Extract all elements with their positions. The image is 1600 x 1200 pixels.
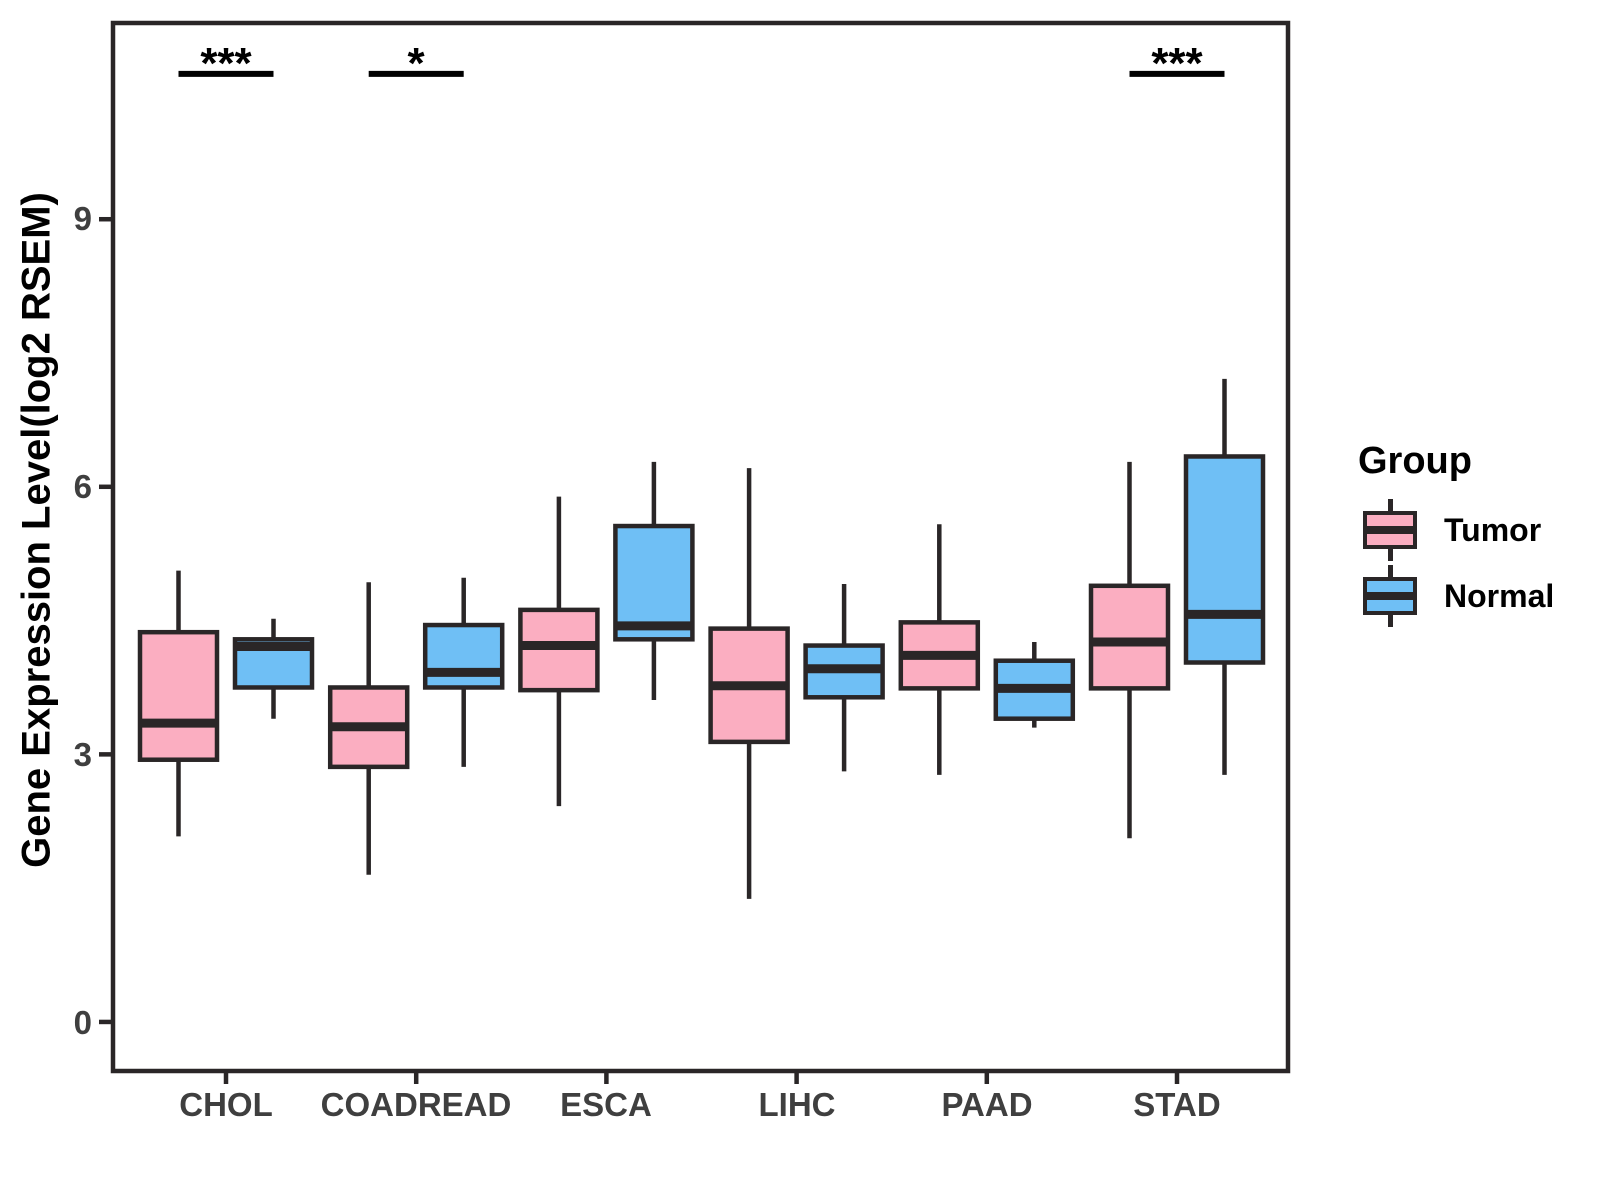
x-axis-label-coadread: COADREAD — [320, 1086, 512, 1123]
x-axis-label-esca: ESCA — [560, 1086, 652, 1123]
x-axis-label-chol: CHOL — [179, 1086, 273, 1123]
y-tick-label-0: 0 — [73, 1004, 92, 1041]
legend-label-normal: Normal — [1444, 577, 1555, 614]
significance-stars-stad: *** — [1151, 39, 1203, 88]
legend-label-tumor: Tumor — [1444, 511, 1542, 548]
legend-item-tumor: Tumor — [1326, 497, 1596, 563]
box-chol-tumor — [137, 629, 220, 762]
significance-stars-coadread: * — [407, 39, 425, 88]
box-coadread-normal — [422, 622, 505, 690]
x-axis-label-stad: STAD — [1133, 1086, 1221, 1123]
key-median — [1363, 526, 1417, 534]
box-stad-normal — [1183, 454, 1266, 665]
legend: Group Tumor Normal — [1326, 440, 1596, 629]
significance-stars-chol: *** — [200, 39, 252, 88]
key-median — [1363, 592, 1417, 600]
legend-title: Group — [1358, 440, 1472, 482]
box-stad-tumor — [1088, 583, 1171, 691]
y-tick-label-3: 3 — [73, 736, 92, 773]
x-axis-label-lihc: LIHC — [758, 1086, 836, 1123]
x-axis-label-paad: PAAD — [941, 1086, 1033, 1123]
y-tick-label-9: 9 — [73, 200, 92, 237]
box-esca-normal — [613, 523, 695, 642]
legend-item-normal: Normal — [1326, 563, 1596, 629]
y-tick-label-6: 6 — [73, 468, 92, 505]
boxplot-key-icon — [1362, 565, 1418, 627]
panel-border — [110, 20, 1291, 1074]
boxplot-key-icon — [1362, 499, 1418, 561]
